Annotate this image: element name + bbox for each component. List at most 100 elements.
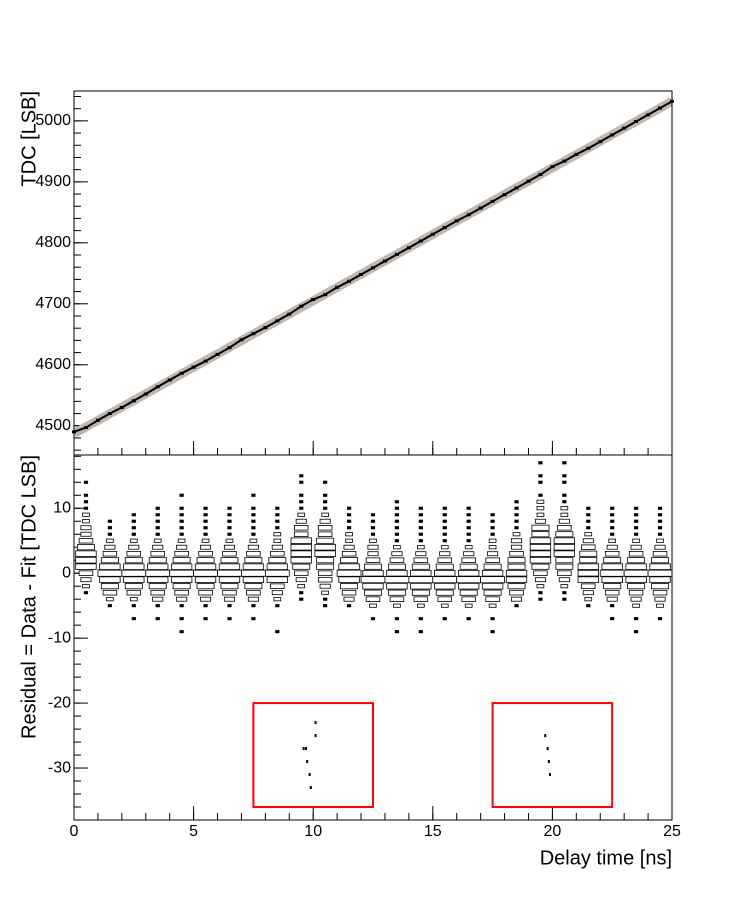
residual-box (456, 576, 482, 584)
residual-box (223, 544, 236, 550)
residual-box (345, 538, 353, 543)
residual-box (246, 550, 261, 557)
outlier (546, 747, 549, 751)
residual-box (386, 582, 408, 590)
residual-box (466, 519, 471, 523)
residual-box (610, 506, 615, 510)
residual-box (321, 512, 329, 517)
residual-box (323, 480, 328, 484)
residual-box (155, 532, 160, 536)
residual-box (610, 519, 615, 523)
residual-box (417, 603, 425, 608)
residual-box (321, 590, 329, 595)
residual-box (480, 576, 505, 584)
residual-box (201, 538, 210, 543)
residual-box (464, 545, 473, 550)
residual-box (121, 569, 147, 577)
outlier (314, 721, 317, 725)
residual-box (345, 532, 353, 537)
x-axis-title: Delay time [ns] (540, 847, 672, 869)
residual-box (418, 630, 423, 634)
residual-box (647, 569, 673, 577)
x-tick-label: 25 (663, 823, 681, 840)
residual-box (198, 550, 213, 557)
residual-box (365, 596, 381, 602)
residual-box (242, 563, 265, 570)
residual-box (362, 569, 384, 577)
residual-box (657, 513, 663, 517)
residual-box (131, 519, 136, 523)
residual-box (294, 570, 309, 576)
residual-box (251, 519, 256, 523)
residual-box (275, 506, 280, 510)
residual-box (223, 596, 236, 602)
residual-box (560, 512, 569, 517)
residual-box (657, 506, 663, 510)
residual-box (299, 493, 304, 497)
residual-box (562, 500, 567, 504)
residual-box (579, 557, 598, 564)
residual-box (319, 583, 331, 589)
residual-box (299, 506, 304, 510)
residual-box (299, 597, 304, 601)
residual-box (657, 532, 663, 536)
residual-box (370, 519, 376, 523)
residual-box (411, 589, 430, 596)
residual-box (126, 589, 142, 596)
residual-box (582, 590, 594, 596)
residual-box (174, 550, 189, 557)
residual-box (538, 591, 543, 595)
residual-box (126, 550, 142, 557)
x-tick-label: 20 (544, 823, 562, 840)
residual-box (562, 597, 567, 601)
y-tick-label: 10 (53, 499, 71, 516)
residual-box (394, 513, 400, 517)
residual-box (275, 513, 280, 517)
residual-box (394, 532, 400, 536)
residual-box (610, 532, 615, 536)
outlier (305, 747, 308, 751)
residual-box (323, 493, 328, 497)
residual-box (102, 589, 118, 596)
y-tick-label: -30 (48, 759, 71, 776)
residual-box (413, 596, 429, 602)
residual-box (275, 630, 280, 634)
y-axis-title: TDC [LSB] (18, 91, 40, 187)
residual-box (169, 569, 194, 577)
residual-box (432, 576, 458, 584)
residual-box (83, 480, 89, 484)
residual-box (270, 583, 285, 589)
residual-box (507, 583, 526, 590)
residual-box (251, 506, 256, 510)
residual-box (123, 576, 145, 583)
y-tick-label: 4600 (35, 356, 71, 373)
residual-box (604, 550, 620, 557)
residual-box (483, 589, 502, 596)
plot-frame (73, 90, 673, 456)
residual-box (346, 604, 352, 608)
residual-box (464, 603, 473, 608)
residual-box (560, 584, 569, 589)
residual-box (584, 532, 593, 537)
outlier (306, 760, 309, 764)
residual-box (529, 556, 552, 564)
residual-box (227, 506, 232, 510)
residual-box (152, 596, 164, 602)
residual-box (123, 563, 145, 570)
residual-box (251, 532, 256, 536)
residual-box (418, 532, 423, 536)
residual-box (78, 537, 94, 544)
residual-box (97, 569, 123, 577)
x-tick-label: 10 (304, 823, 322, 840)
residual-box (459, 589, 478, 596)
residual-box (442, 519, 447, 523)
residual-box (77, 544, 95, 551)
outlier (314, 734, 317, 738)
y-axis-title: Residual = Data - Fit [TDC LSB] (18, 455, 40, 739)
residual-box (466, 513, 471, 517)
residual-box (601, 563, 623, 570)
residual-box (316, 537, 335, 544)
residual-box (179, 526, 184, 530)
outlier (549, 773, 552, 777)
